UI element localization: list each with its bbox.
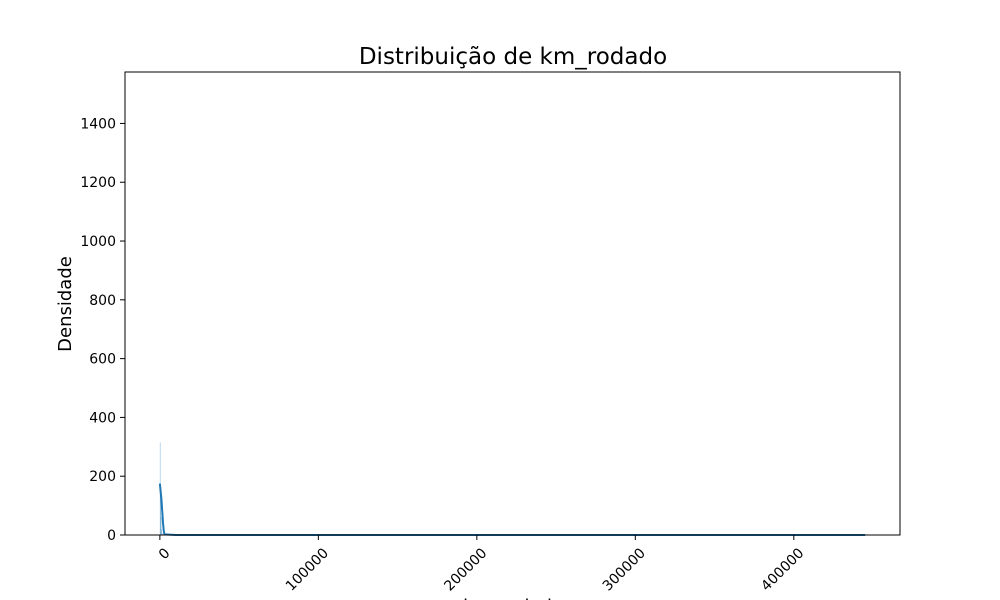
y-tick-label: 0 [107,528,116,544]
histogram-bar [160,486,161,535]
x-tick-label: 300000 [600,545,649,594]
chart-title: Distribuição de km_rodado [359,44,667,70]
y-tick-label: 1400 [80,116,116,132]
x-tick-label: 0 [156,545,174,563]
x-axis: 0 100000 200000 300000 400000 [156,535,807,594]
density-line [158,483,866,536]
y-tick-label: 1200 [80,175,116,191]
x-tick-label: 400000 [758,545,807,594]
x-tick-label: 200000 [441,545,490,594]
y-tick-label: 800 [89,293,116,309]
histogram-bar [161,529,162,535]
y-tick-label: 1000 [80,234,116,250]
y-tick-label: 400 [89,410,116,426]
plot-frame [124,71,901,536]
y-tick-label: 200 [89,469,116,485]
y-tick-label: 600 [89,352,116,368]
y-axis-label: Densidade [55,256,76,352]
x-axis-label: km_rodado [463,596,563,600]
x-tick-label: 100000 [283,545,332,594]
histogram-bar [160,517,162,535]
histogram-bar [161,533,163,535]
plot-area [158,442,866,536]
y-axis: 0 200 400 600 800 1000 1200 1400 [80,116,125,544]
